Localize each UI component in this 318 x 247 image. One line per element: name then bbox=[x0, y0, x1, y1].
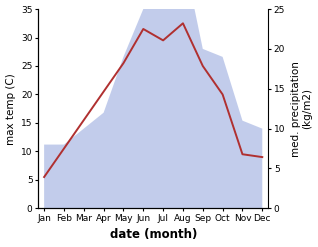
Y-axis label: max temp (C): max temp (C) bbox=[5, 73, 16, 144]
X-axis label: date (month): date (month) bbox=[109, 228, 197, 242]
Y-axis label: med. precipitation
(kg/m2): med. precipitation (kg/m2) bbox=[291, 61, 313, 157]
